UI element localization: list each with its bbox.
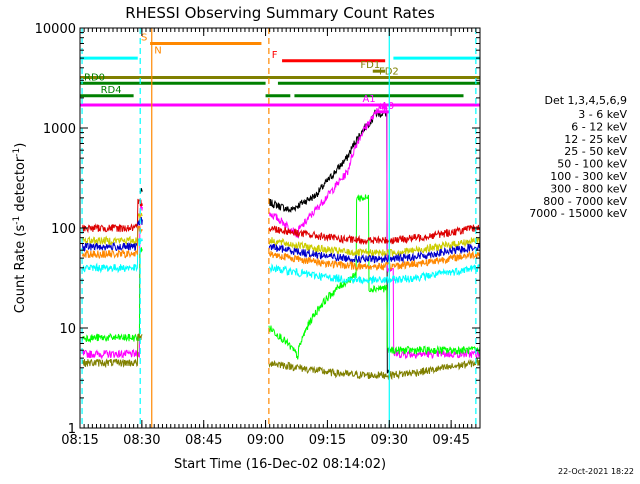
y-tick-label: 100 xyxy=(51,222,76,237)
flag-label: FD1 xyxy=(360,60,380,71)
y-axis-label-sup2: -1 xyxy=(12,148,22,157)
y-axis-label-mid: detector xyxy=(13,156,28,216)
flag-label: A0 xyxy=(381,101,394,112)
flag-label: A1 xyxy=(362,94,375,105)
legend-entry: 25 - 50 keV xyxy=(564,145,627,158)
legend-entry: 3 - 6 keV xyxy=(578,108,627,121)
x-axis-label: Start Time (16-Dec-02 08:14:02) xyxy=(174,457,386,472)
legend-entry: 300 - 800 keV xyxy=(550,182,627,195)
series-lines xyxy=(82,102,480,381)
y-tick-label: 1000 xyxy=(43,122,76,137)
flag-label: RD4 xyxy=(101,85,122,96)
legend-entry: 100 - 300 keV xyxy=(550,170,627,183)
x-tick-label: 08:45 xyxy=(185,433,222,448)
y-tick-label: 10000 xyxy=(35,22,76,37)
series-line xyxy=(82,212,480,259)
y-axis-label: Count Rate (s-1 detector-1) xyxy=(12,143,28,314)
series-line xyxy=(82,216,480,265)
series-line xyxy=(82,193,480,360)
x-tick-label: 09:30 xyxy=(371,433,408,448)
legend-entry: 50 - 100 keV xyxy=(557,158,627,171)
x-tick-label: 08:30 xyxy=(123,433,160,448)
flag-label: S xyxy=(141,32,147,43)
flag-label: F xyxy=(272,50,278,61)
series-line xyxy=(82,333,480,381)
legend-title: Det 1,3,4,5,6,9 xyxy=(544,94,627,107)
series-line xyxy=(82,225,480,272)
legend-entry: 7000 - 15000 keV xyxy=(529,207,627,220)
footer-timestamp: 22-Oct-2021 18:22 xyxy=(558,467,634,476)
y-axis-label-end: ) xyxy=(13,143,28,148)
legend-entry: 800 - 7000 keV xyxy=(543,195,627,208)
flag-label: N xyxy=(154,45,161,56)
x-tick-label: 09:15 xyxy=(309,433,346,448)
series-line xyxy=(82,198,480,245)
flag-label: RD0 xyxy=(84,72,105,83)
series-line xyxy=(82,102,480,360)
series-line xyxy=(82,237,480,285)
flag-bars: SNFFD1FD2RD0RD4A1A0 xyxy=(80,32,480,114)
y-tick-label: 10 xyxy=(59,322,76,337)
y-axis-label-main: Count Rate (s xyxy=(13,225,28,314)
legend-entry: 6 - 12 keV xyxy=(571,120,627,133)
x-tick-label: 09:00 xyxy=(247,433,284,448)
x-tick-label: 08:15 xyxy=(61,433,98,448)
chart-title: RHESSI Observing Summary Count Rates xyxy=(125,4,435,22)
y-tick-label: 1 xyxy=(68,422,76,437)
legend-entry: 12 - 25 keV xyxy=(564,133,627,146)
y-axis-label-sup1: -1 xyxy=(12,216,22,225)
axes: 08:15 08:30 08:45 09:00 09:15 09:30 09:45 1 10 10… xyxy=(35,22,481,448)
x-tick-label: 09:45 xyxy=(432,433,469,448)
